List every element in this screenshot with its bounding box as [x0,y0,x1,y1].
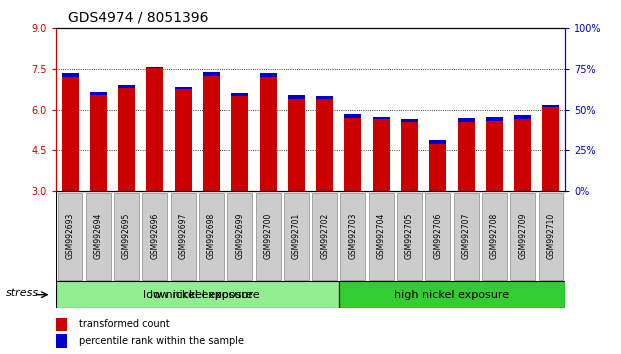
Text: GSM992698: GSM992698 [207,213,216,259]
Bar [373,119,390,191]
Text: low nickel exposure: low nickel exposure [143,290,252,300]
Bar [538,193,563,280]
Bar [227,193,252,280]
Bar [340,193,365,280]
Bar [58,193,83,280]
Bar [256,193,281,280]
Bar [260,73,276,77]
Bar [175,89,192,191]
Bar [514,115,531,119]
Text: percentile rank within the sample: percentile rank within the sample [79,336,244,346]
Bar [86,193,111,280]
Bar [429,144,446,191]
Bar [425,193,450,280]
Bar [345,114,361,118]
Bar [175,87,192,89]
Bar [231,96,248,191]
Text: GSM992703: GSM992703 [348,213,358,259]
Text: GSM992709: GSM992709 [518,213,527,259]
Bar [339,281,565,308]
Bar [114,193,139,280]
Bar [458,119,474,122]
Bar [543,105,560,107]
Text: low nickel exposure: low nickel exposure [150,290,259,300]
Bar [90,95,107,191]
Text: transformed count: transformed count [79,319,170,329]
Bar [61,77,78,191]
Text: GSM992696: GSM992696 [150,213,160,259]
Bar [316,99,333,191]
Bar [510,193,535,280]
Bar [369,193,394,280]
Bar [142,193,167,280]
Bar [260,77,276,191]
Bar [56,334,67,348]
Bar [171,193,196,280]
Bar [203,72,220,76]
Bar [345,118,361,191]
Text: GSM992701: GSM992701 [292,213,301,259]
Text: GSM992708: GSM992708 [490,213,499,259]
Text: GSM992700: GSM992700 [263,213,273,259]
Text: GSM992699: GSM992699 [235,213,244,259]
Bar [401,122,418,191]
Text: stress: stress [6,289,39,298]
Bar [90,92,107,95]
Text: GSM992694: GSM992694 [94,213,103,259]
Text: GSM992707: GSM992707 [461,213,471,259]
Text: GDS4974 / 8051396: GDS4974 / 8051396 [68,11,209,25]
Text: GSM992710: GSM992710 [546,213,555,259]
Bar [288,95,305,99]
Bar [486,117,503,121]
Text: GSM992697: GSM992697 [179,213,188,259]
Bar [316,96,333,99]
Bar [454,193,479,280]
Text: GSM992695: GSM992695 [122,213,131,259]
Bar [401,119,418,122]
Text: GSM992705: GSM992705 [405,213,414,259]
Bar [312,193,337,280]
Text: GSM992704: GSM992704 [377,213,386,259]
Text: high nickel exposure: high nickel exposure [394,290,509,300]
Text: GSM992706: GSM992706 [433,213,442,259]
Bar [397,193,422,280]
Bar [458,122,474,191]
Text: GSM992702: GSM992702 [320,213,329,259]
Bar [288,99,305,191]
Bar [56,318,67,331]
Bar [486,121,503,191]
Bar [56,281,339,308]
Bar [147,68,163,191]
Bar [61,73,78,77]
Bar [429,140,446,144]
Text: GSM992693: GSM992693 [66,213,75,259]
Bar [373,116,390,119]
Bar [199,193,224,280]
Bar [543,107,560,191]
Bar [203,76,220,191]
Bar [118,85,135,88]
Bar [231,93,248,96]
Bar [482,193,507,280]
Bar [118,88,135,191]
Bar [514,119,531,191]
Bar [284,193,309,280]
Bar [147,67,163,68]
